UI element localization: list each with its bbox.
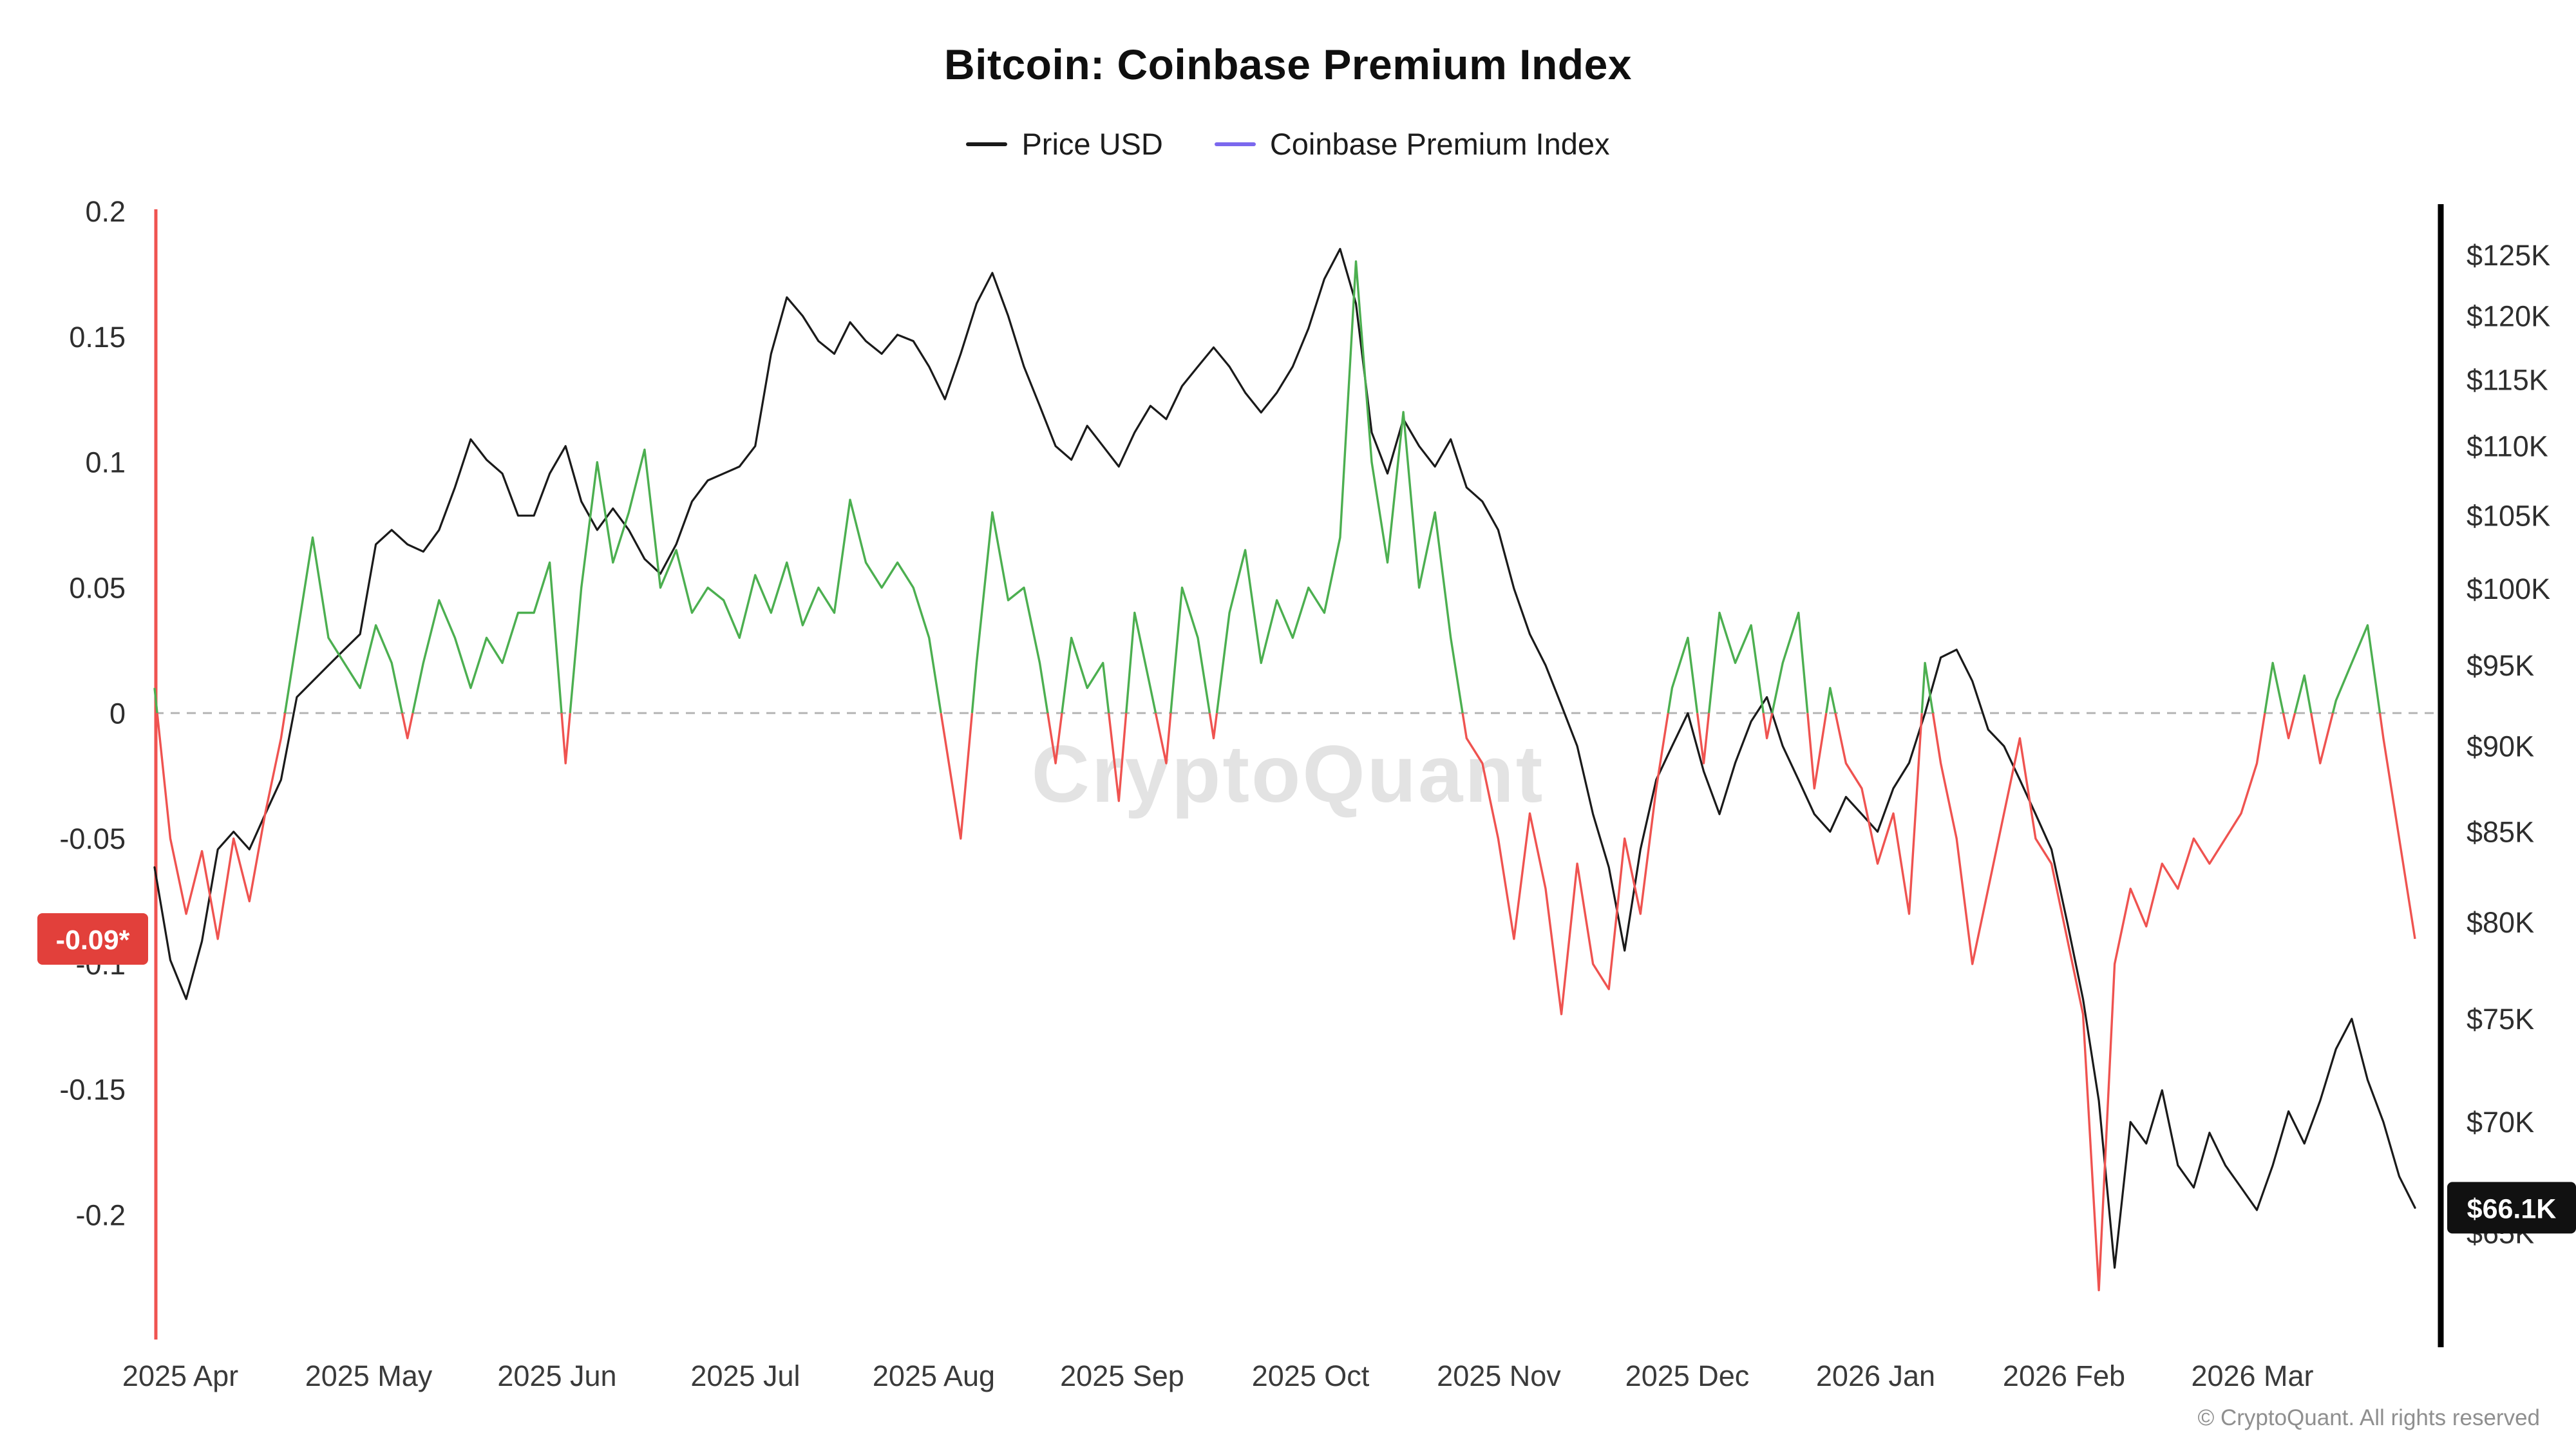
premium-last-value-badge [37, 913, 148, 965]
right-axis-tick-label: $75K [2467, 1003, 2534, 1036]
price-last-value-badge [2447, 1182, 2576, 1234]
legend-item-coinbase-premium-index[interactable]: Coinbase Premium Index [1214, 126, 1610, 162]
right-axis-tick-label: $90K [2467, 730, 2534, 763]
premium-line-positive [153, 260, 2382, 714]
premium-line-swatch [1214, 142, 1256, 146]
legend-label-price-usd: Price USD [1021, 127, 1163, 161]
left-axis-tick-label: -0.05 [59, 822, 126, 855]
left-axis-tick-label: 0.15 [69, 321, 126, 354]
right-axis-tick-label: $80K [2467, 906, 2534, 939]
price-line-swatch [966, 142, 1008, 146]
copyright-text: © CryptoQuant. All rights reserved [2197, 1405, 2540, 1430]
x-axis-tick-label: 2025 Apr [122, 1359, 238, 1392]
chart-legend: Price USD Coinbase Premium Index [0, 126, 2576, 162]
left-axis-tick-label: -0.2 [75, 1199, 126, 1232]
right-axis-tick-label: $85K [2467, 815, 2534, 848]
x-axis-tick-label: 2026 Jan [1816, 1359, 1935, 1392]
right-axis-tick-label: $110K [2467, 430, 2548, 463]
premium-line-negative [156, 712, 2416, 1292]
price-last-value-text: $66.1K [2467, 1193, 2557, 1224]
x-axis-tick-label: 2025 Sep [1060, 1359, 1184, 1392]
x-axis-tick-label: 2025 Oct [1252, 1359, 1370, 1392]
premium-last-value-text: -0.09* [56, 925, 130, 956]
x-axis-tick-label: 2025 May [305, 1359, 433, 1392]
right-axis-tick-label: $105K [2467, 500, 2550, 533]
left-axis-tick-label: 0.1 [85, 446, 126, 479]
right-axis-tick-label: $70K [2467, 1106, 2534, 1139]
left-axis-tick-label: 0.05 [69, 572, 126, 605]
x-axis-tick-label: 2025 Aug [873, 1359, 995, 1392]
x-axis-tick-label: 2025 Dec [1625, 1359, 1750, 1392]
left-axis-tick-label: -0.15 [59, 1074, 126, 1106]
right-axis-tick-label: $120K [2467, 300, 2550, 333]
left-axis-tick-label: 0.2 [85, 195, 126, 228]
x-axis-tick-label: 2025 Jul [690, 1359, 800, 1392]
x-axis-tick-label: 2025 Jun [497, 1359, 616, 1392]
right-axis-tick-label: $115K [2467, 363, 2548, 396]
right-axis-tick-label: $100K [2467, 573, 2550, 605]
left-axis-tick-label: 0 [109, 697, 126, 730]
right-axis-tick-label: $125K [2467, 239, 2550, 272]
right-axis-tick-label: $95K [2467, 649, 2534, 682]
x-axis-tick-label: 2026 Feb [2003, 1359, 2125, 1392]
legend-item-price-usd[interactable]: Price USD [966, 126, 1163, 162]
x-axis-tick-label: 2026 Mar [2191, 1359, 2313, 1392]
legend-label-coinbase-premium-index: Coinbase Premium Index [1269, 127, 1610, 161]
watermark: CryptoQuant [1032, 730, 1545, 819]
price-usd-line [153, 247, 2416, 1269]
x-axis-tick-label: 2025 Nov [1437, 1359, 1561, 1392]
chart-title: Bitcoin: Coinbase Premium Index [943, 41, 1633, 88]
